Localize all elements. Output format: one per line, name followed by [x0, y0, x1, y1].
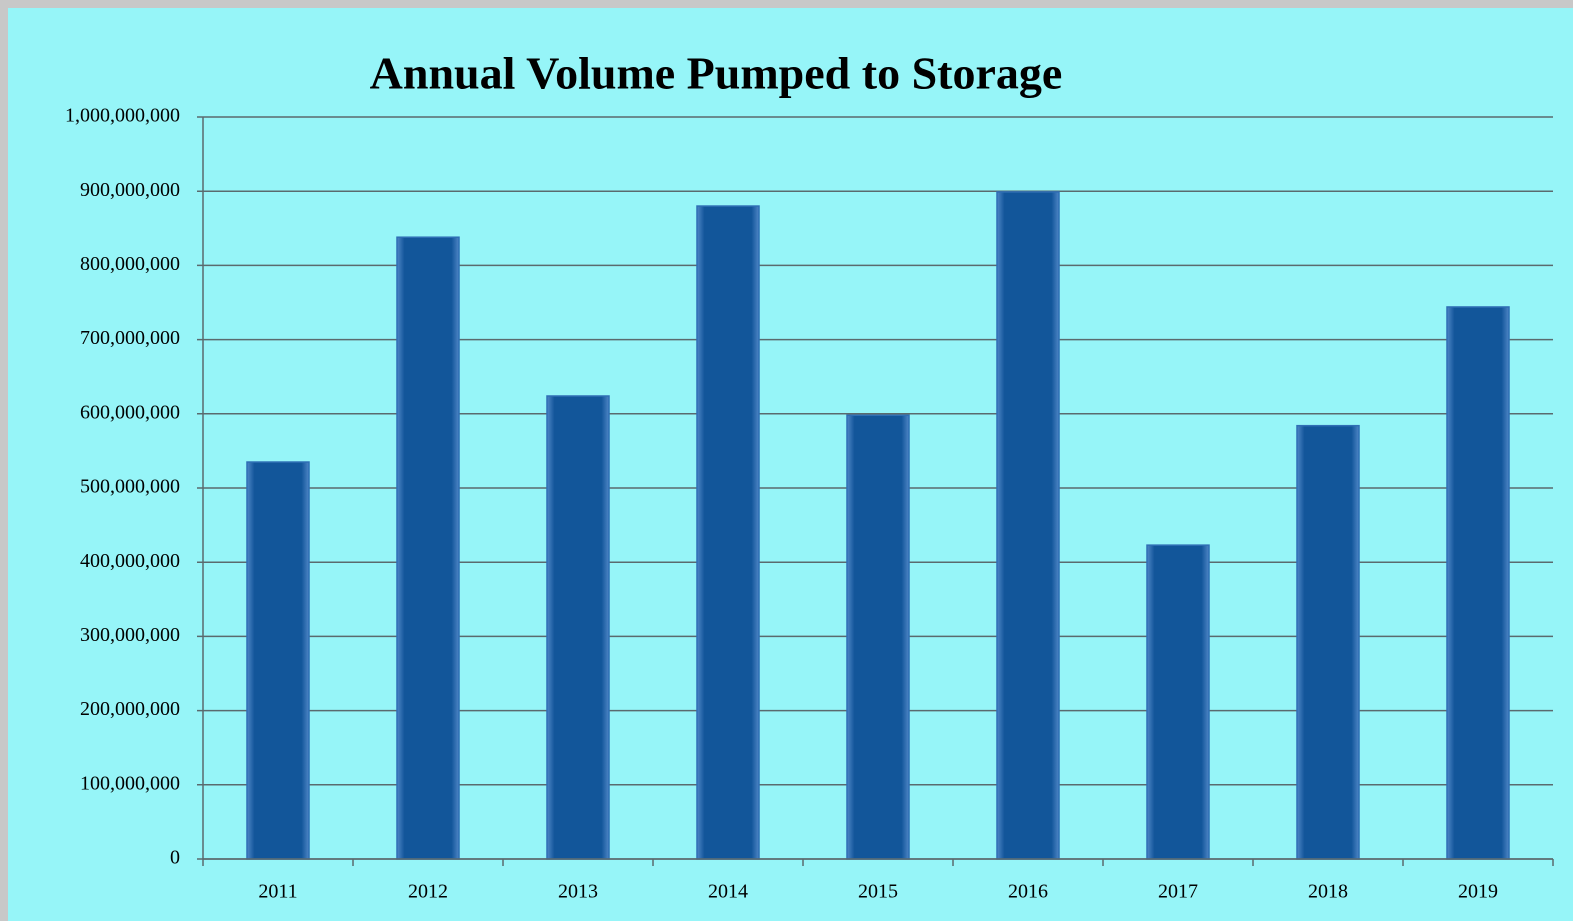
y-tick-label: 1,000,000,000 — [65, 105, 180, 127]
bar — [546, 395, 610, 860]
y-tick-label: 700,000,000 — [80, 327, 180, 349]
x-tick-label: 2014 — [708, 881, 748, 903]
bar — [246, 461, 310, 860]
x-tick-label: 2011 — [258, 881, 297, 903]
x-tick-label: 2012 — [408, 881, 448, 903]
bar — [396, 236, 460, 860]
y-tick-label: 300,000,000 — [80, 624, 180, 646]
y-tick-label: 900,000,000 — [80, 179, 180, 201]
y-tick-label: 0 — [170, 847, 180, 869]
bar — [1296, 424, 1360, 860]
x-tick-label: 2017 — [1158, 881, 1198, 903]
x-tick-label: 2019 — [1458, 881, 1498, 903]
y-tick-label: 500,000,000 — [80, 476, 180, 498]
y-tick-label: 400,000,000 — [80, 550, 180, 572]
chart-title: Annual Volume Pumped to Storage — [370, 48, 1063, 99]
bar — [696, 205, 760, 860]
y-tick-label: 600,000,000 — [80, 401, 180, 423]
x-tick-label: 2015 — [858, 881, 898, 903]
y-tick-label: 800,000,000 — [80, 253, 180, 275]
bar — [1446, 306, 1510, 860]
x-tick-label: 2018 — [1308, 881, 1348, 903]
y-tick-label: 100,000,000 — [80, 772, 180, 794]
y-tick-label: 200,000,000 — [80, 698, 180, 720]
bar — [996, 191, 1060, 860]
x-tick-label: 2016 — [1008, 881, 1048, 903]
bar — [846, 414, 910, 860]
bar — [1146, 544, 1210, 860]
x-tick-label: 2013 — [558, 881, 598, 903]
